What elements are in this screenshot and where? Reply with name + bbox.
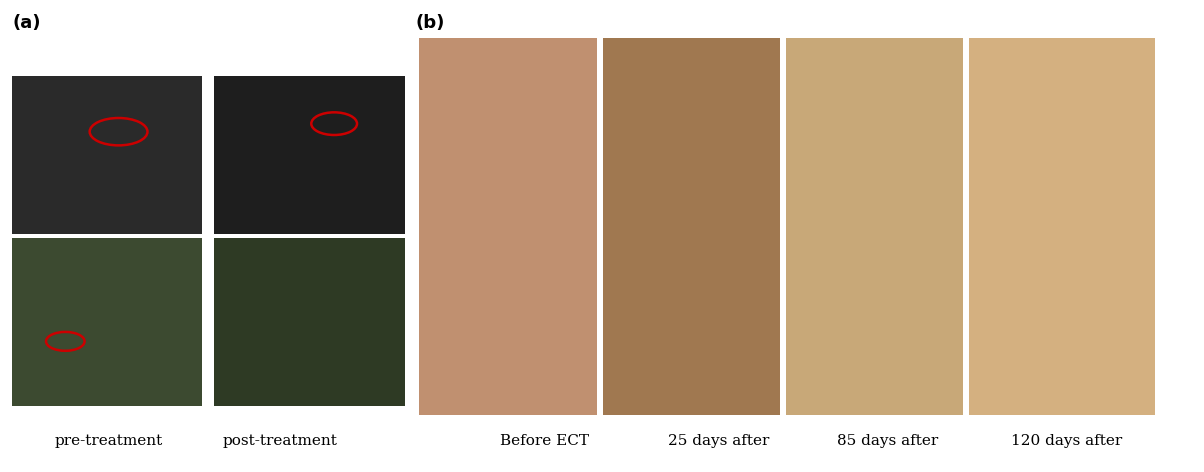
Bar — [12, 234, 405, 238]
Bar — [600, 38, 603, 415]
Bar — [785, 38, 963, 415]
Text: (b): (b) — [415, 14, 444, 32]
Text: pre-treatment: pre-treatment — [54, 434, 163, 448]
Bar — [783, 38, 786, 415]
Text: 25 days after: 25 days after — [668, 434, 769, 448]
Bar — [12, 236, 202, 406]
Text: (a): (a) — [12, 14, 41, 32]
Bar — [966, 38, 969, 415]
Bar — [419, 38, 597, 415]
Bar — [214, 236, 405, 406]
Bar — [12, 76, 202, 236]
Bar — [968, 38, 1155, 415]
Bar — [202, 76, 214, 406]
Bar — [214, 76, 405, 236]
Bar — [602, 38, 780, 415]
Text: 120 days after: 120 days after — [1011, 434, 1122, 448]
Text: Before ECT: Before ECT — [500, 434, 589, 448]
Text: 85 days after: 85 days after — [837, 434, 938, 448]
Text: post-treatment: post-treatment — [223, 434, 337, 448]
